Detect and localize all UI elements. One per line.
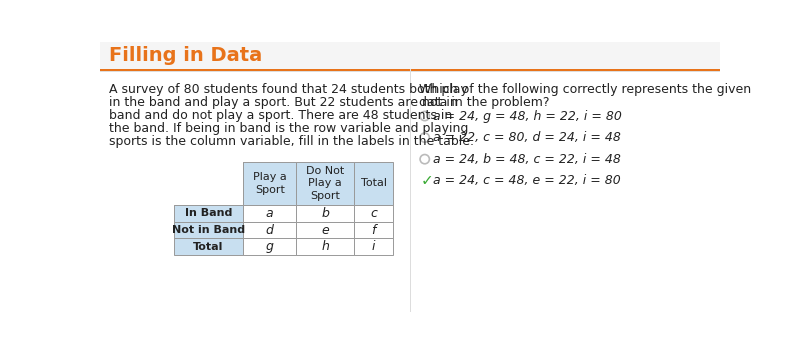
Bar: [243, 205, 296, 221]
Text: In Band: In Band: [185, 208, 232, 218]
Text: band and do not play a sport. There are 48 students in: band and do not play a sport. There are …: [110, 109, 453, 122]
Text: b: b: [322, 206, 329, 220]
Text: ✓: ✓: [421, 173, 434, 188]
Circle shape: [420, 154, 430, 164]
Text: a = 22, c = 80, d = 24, i = 48: a = 22, c = 80, d = 24, i = 48: [434, 131, 621, 144]
Bar: [243, 162, 296, 205]
Text: h: h: [322, 240, 329, 253]
Circle shape: [420, 133, 430, 142]
Text: Which of the following correctly represents the given: Which of the following correctly represe…: [419, 83, 751, 96]
Bar: [296, 221, 354, 238]
Bar: [100, 71, 720, 72]
Text: Total: Total: [361, 178, 386, 188]
Bar: [354, 162, 393, 205]
Text: d: d: [266, 224, 274, 237]
Text: a: a: [266, 206, 274, 220]
Text: e: e: [322, 224, 329, 237]
Bar: [354, 238, 393, 256]
Text: the band. If being in band is the row variable and playing: the band. If being in band is the row va…: [110, 122, 469, 135]
Text: A survey of 80 students found that 24 students both play: A survey of 80 students found that 24 st…: [110, 83, 468, 96]
Text: Total: Total: [194, 242, 224, 252]
Text: sports is the column variable, fill in the labels in the table.: sports is the column variable, fill in t…: [110, 135, 474, 148]
Text: Filling in Data: Filling in Data: [110, 46, 262, 66]
Bar: [243, 238, 296, 256]
Bar: [243, 221, 296, 238]
Circle shape: [420, 111, 430, 121]
Text: in the band and play a sport. But 22 students are not in: in the band and play a sport. But 22 stu…: [110, 96, 458, 109]
Bar: [100, 69, 720, 71]
Bar: [100, 42, 720, 69]
Text: a = 24, b = 48, c = 22, i = 48: a = 24, b = 48, c = 22, i = 48: [434, 153, 621, 166]
Bar: [174, 162, 243, 205]
Bar: [296, 162, 354, 205]
Text: i: i: [372, 240, 375, 253]
Bar: [174, 205, 243, 221]
Bar: [354, 221, 393, 238]
Text: Do Not
Play a
Sport: Do Not Play a Sport: [306, 166, 344, 201]
Bar: [174, 162, 243, 205]
Bar: [296, 238, 354, 256]
Text: data in the problem?: data in the problem?: [419, 96, 550, 109]
Bar: [174, 221, 243, 238]
Text: a = 24, g = 48, h = 22, i = 80: a = 24, g = 48, h = 22, i = 80: [434, 110, 622, 122]
Bar: [174, 238, 243, 256]
Bar: [296, 205, 354, 221]
Bar: [354, 205, 393, 221]
Text: Play a
Sport: Play a Sport: [253, 172, 286, 194]
Text: g: g: [266, 240, 274, 253]
Text: c: c: [370, 206, 377, 220]
Text: a = 24, c = 48, e = 22, i = 80: a = 24, c = 48, e = 22, i = 80: [434, 174, 621, 187]
Text: f: f: [371, 224, 376, 237]
Text: Not in Band: Not in Band: [172, 225, 245, 235]
